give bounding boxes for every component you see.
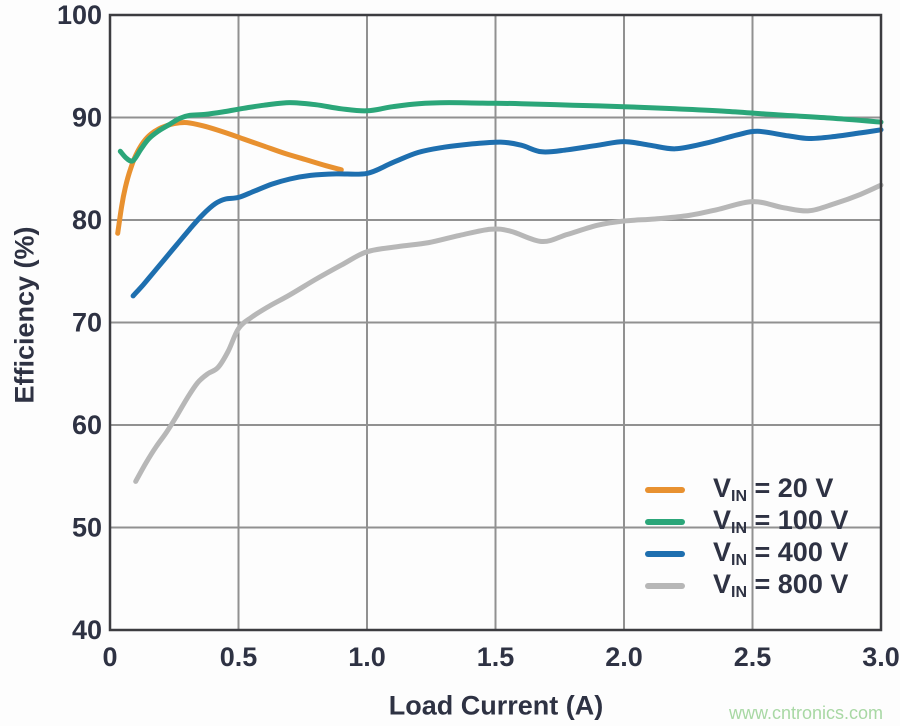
y-tick-label-100: 100 (57, 0, 102, 30)
series-line-vin-400-v (130, 127, 884, 299)
y-tick-label-70: 70 (72, 308, 102, 338)
series-line-vin-100-v (117, 100, 884, 164)
plot-border (108, 13, 883, 632)
legend-swatch-vin-100-v (645, 519, 685, 525)
series-line-vin-20-v (115, 120, 344, 236)
legend-label-vin-100-v: VIN = 100 V (713, 505, 849, 537)
legend-label-vin-400-v: VIN = 400 V (713, 537, 849, 569)
legend-item-vin-20-v: VIN = 20 V (645, 474, 848, 506)
x-tick-label-2.5: 2.5 (734, 642, 772, 672)
x-tick-label-1.5: 1.5 (477, 642, 515, 672)
x-tick-label-3.0: 3.0 (862, 642, 900, 672)
legend-swatch-vin-800-v (645, 583, 685, 589)
x-tick-label-0: 0 (102, 642, 117, 672)
legend-item-vin-800-v: VIN = 800 V (645, 570, 848, 602)
legend-item-vin-100-v: VIN = 100 V (645, 506, 848, 538)
chart-legend: VIN = 20 V VIN = 100 V VIN = 400 V VIN = 80… (645, 474, 848, 602)
watermark-link[interactable]: www.cntronics.com (728, 703, 883, 723)
y-tick-label-80: 80 (72, 205, 102, 235)
y-tick-label-50: 50 (72, 513, 102, 543)
x-tick-label-2.0: 2.0 (605, 642, 643, 672)
series-line-vin-800-v (133, 182, 884, 484)
y-tick-label-60: 60 (72, 410, 102, 440)
x-axis-title: Load Current (A) (388, 690, 604, 721)
y-tick-label-40: 40 (72, 615, 102, 645)
legend-item-vin-400-v: VIN = 400 V (645, 538, 848, 570)
legend-swatch-vin-20-v (645, 487, 685, 493)
legend-swatch-vin-400-v (645, 551, 685, 557)
legend-label-vin-20-v: VIN = 20 V (713, 473, 834, 505)
y-axis-title: Efficiency (%) (9, 226, 40, 404)
x-tick-label-1.0: 1.0 (348, 642, 386, 672)
x-tick-label-0.5: 0.5 (220, 642, 258, 672)
legend-label-vin-800-v: VIN = 800 V (713, 569, 849, 601)
y-tick-label-90: 90 (72, 103, 102, 133)
